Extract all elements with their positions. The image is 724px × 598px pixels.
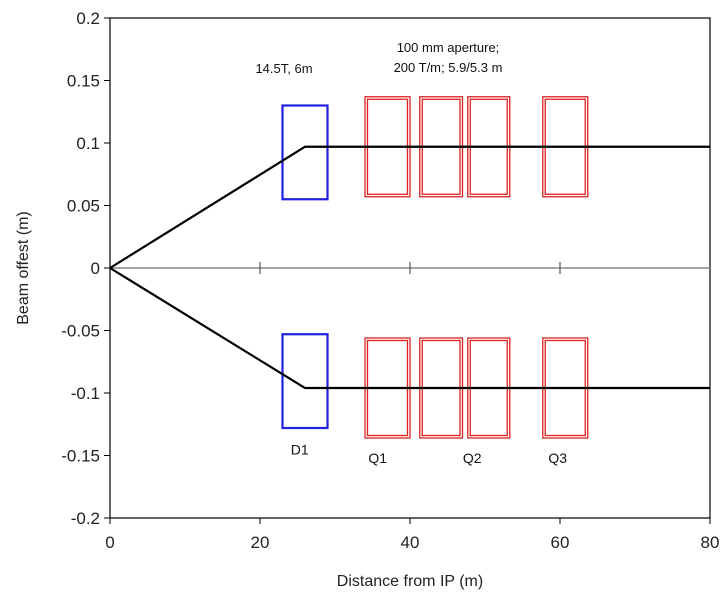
x-tick-label: 20 xyxy=(251,533,270,552)
dipole-spec-annotation: 14.5T, 6m xyxy=(255,61,312,76)
dipole-upper-rect xyxy=(281,104,329,201)
y-tick-label: -0.1 xyxy=(71,384,100,403)
y-tick-label: 0.15 xyxy=(67,72,100,91)
magnet-label: Q3 xyxy=(548,450,567,466)
magnet-label: Q1 xyxy=(368,450,387,466)
dipole-lower-rect xyxy=(281,333,329,430)
y-tick-label: 0.2 xyxy=(76,9,100,28)
x-tick-label: 0 xyxy=(105,533,114,552)
x-tick-label: 60 xyxy=(551,533,570,552)
quad-spec-annotation-line1: 100 mm aperture; xyxy=(397,40,500,55)
y-tick-label: 0 xyxy=(91,259,100,278)
magnet-label: D1 xyxy=(291,441,309,457)
y-axis-title: Beam offest (m) xyxy=(15,211,32,325)
magnet-label: Q2 xyxy=(463,450,482,466)
beam-trajectory-lower xyxy=(109,267,710,390)
x-tick-label: 80 xyxy=(701,533,720,552)
quad-spec-annotation-line2: 200 T/m; 5.9/5.3 m xyxy=(394,60,503,75)
y-tick-label: -0.15 xyxy=(61,447,100,466)
y-tick-label: -0.05 xyxy=(61,322,100,341)
x-axis-title: Distance from IP (m) xyxy=(337,573,483,590)
beam-trajectory-upper xyxy=(109,145,710,269)
y-tick-label: 0.1 xyxy=(76,134,100,153)
y-tick-label: -0.2 xyxy=(71,509,100,528)
x-tick-label: 40 xyxy=(401,533,420,552)
y-tick-label: 0.05 xyxy=(67,197,100,216)
